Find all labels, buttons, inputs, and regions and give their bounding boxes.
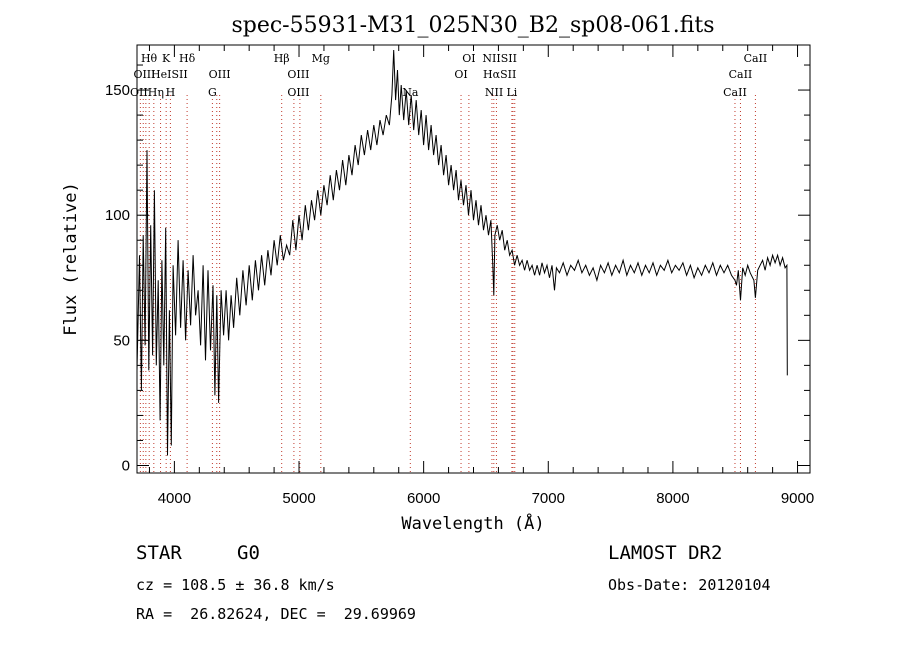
axes: 4000 5000 6000 7000 8000 9000 0 50 100 150 <box>105 45 814 507</box>
object-class: STAR <box>136 542 182 564</box>
spectral-line-label: CaII <box>723 86 747 99</box>
spectral-line-label: K <box>162 52 171 65</box>
spectral-line-label: OIII <box>287 68 309 81</box>
x-tick-label: 9000 <box>781 490 814 507</box>
spectral-line-label: Na <box>402 86 419 99</box>
spectral-line-label: OI <box>462 52 475 65</box>
spectral-line-label: OIII <box>287 86 309 99</box>
spectral-line-label: HαSII <box>483 68 516 81</box>
x-tick-label: 7000 <box>532 490 565 507</box>
spectral-line-label: Hβ <box>274 52 290 65</box>
spectral-line-label: OIII <box>133 68 155 81</box>
x-tick-label: 6000 <box>407 490 440 507</box>
spectral-line-label: OIII <box>209 68 231 81</box>
spectral-line-label: G <box>208 86 217 99</box>
spectral-line-markers <box>139 95 756 473</box>
x-tick-label: 4000 <box>158 490 191 507</box>
y-tick-label: 0 <box>122 457 130 474</box>
spectral-line-label: CaII <box>744 52 768 65</box>
object-subclass: G0 <box>237 542 260 564</box>
y-tick-label: 100 <box>105 207 130 224</box>
x-tick-label: 8000 <box>656 490 689 507</box>
spectral-line-label: H <box>166 86 176 99</box>
chart-title: spec-55931-M31_025N30_B2_sp08-061.fits <box>231 13 714 38</box>
y-tick-label: 150 <box>105 82 130 99</box>
x-tick-label: 5000 <box>282 490 315 507</box>
spectral-line-label: NIISII <box>482 52 517 65</box>
sky-coordinates: RA = 26.82624, DEC = 29.69969 <box>136 605 416 623</box>
spectral-line-label: Mg <box>312 52 330 65</box>
spectral-line-label: Hθ <box>141 52 158 65</box>
spectral-line-label: Li <box>506 86 517 99</box>
spectral-line-label: Hδ <box>179 52 196 65</box>
spectral-line-label: NII <box>485 86 503 99</box>
spectrum-series-line <box>136 49 788 456</box>
y-axis-label: Flux (relative) <box>61 182 81 336</box>
spectral-line-label: CaII <box>729 68 753 81</box>
y-tick-label: 50 <box>113 332 130 349</box>
x-axis-label: Wavelength (Å) <box>401 512 544 534</box>
redshift-velocity: cz = 108.5 ± 36.8 km/s <box>136 576 335 594</box>
spectral-line-label: OIIHη <box>130 86 164 99</box>
observation-date: Obs-Date: 20120104 <box>608 576 771 594</box>
spectral-line-label: HeISII <box>151 68 188 81</box>
spectral-line-label: OI <box>454 68 467 81</box>
survey-name: LAMOST DR2 <box>608 542 723 564</box>
plot-frame <box>136 44 811 474</box>
